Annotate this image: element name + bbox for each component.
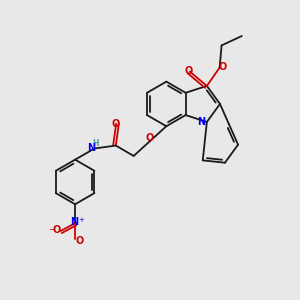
Text: N: N	[70, 217, 79, 227]
Text: N: N	[197, 117, 206, 127]
Text: H: H	[93, 139, 99, 148]
Text: O: O	[52, 224, 60, 235]
Text: −: −	[48, 225, 55, 234]
Text: +: +	[78, 217, 84, 223]
Text: O: O	[146, 133, 154, 142]
Text: O: O	[75, 236, 84, 246]
Text: O: O	[218, 62, 227, 72]
Text: N: N	[87, 142, 95, 153]
Text: O: O	[112, 118, 120, 128]
Text: O: O	[184, 66, 192, 76]
